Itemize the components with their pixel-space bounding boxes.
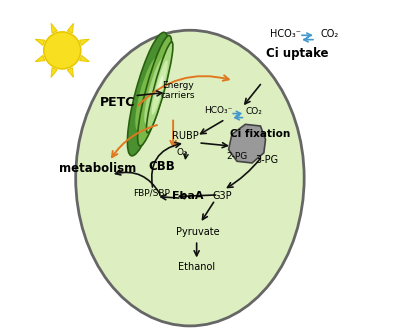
Text: FbaA: FbaA [172, 191, 204, 201]
Text: HCO₃⁻: HCO₃⁻ [204, 107, 233, 115]
Ellipse shape [142, 79, 154, 110]
Polygon shape [67, 68, 74, 77]
Text: HCO₃⁻: HCO₃⁻ [270, 29, 301, 39]
Ellipse shape [127, 32, 168, 156]
Ellipse shape [144, 57, 165, 124]
Text: metabolism: metabolism [59, 162, 136, 174]
Polygon shape [51, 24, 57, 33]
Ellipse shape [135, 57, 161, 131]
Text: Ci uptake: Ci uptake [266, 47, 329, 60]
Text: 3-PG: 3-PG [256, 155, 279, 165]
Text: CBB: CBB [148, 160, 175, 173]
Ellipse shape [152, 60, 168, 115]
Text: PETC: PETC [100, 96, 135, 109]
Ellipse shape [156, 76, 163, 99]
Text: Ethanol: Ethanol [178, 262, 215, 272]
Polygon shape [228, 124, 266, 163]
Text: Energy
carriers: Energy carriers [161, 81, 196, 100]
Text: G3P: G3P [212, 191, 232, 201]
Text: FBP/SBP: FBP/SBP [133, 189, 170, 198]
Polygon shape [80, 55, 89, 61]
Polygon shape [35, 39, 45, 45]
Polygon shape [51, 68, 57, 77]
Text: Ci fixation: Ci fixation [230, 129, 291, 139]
Text: O₂: O₂ [176, 149, 187, 157]
Ellipse shape [138, 36, 172, 146]
Text: RUBP: RUBP [172, 131, 198, 141]
Ellipse shape [76, 30, 304, 326]
Polygon shape [35, 55, 45, 61]
Polygon shape [80, 39, 89, 45]
Ellipse shape [146, 42, 173, 133]
Circle shape [44, 32, 81, 69]
Text: Pyruvate: Pyruvate [176, 227, 220, 237]
Polygon shape [67, 24, 74, 33]
Text: CO₂: CO₂ [320, 29, 338, 39]
Ellipse shape [150, 77, 159, 104]
Text: 2-PG: 2-PG [226, 152, 248, 161]
Text: CO₂: CO₂ [245, 107, 262, 116]
